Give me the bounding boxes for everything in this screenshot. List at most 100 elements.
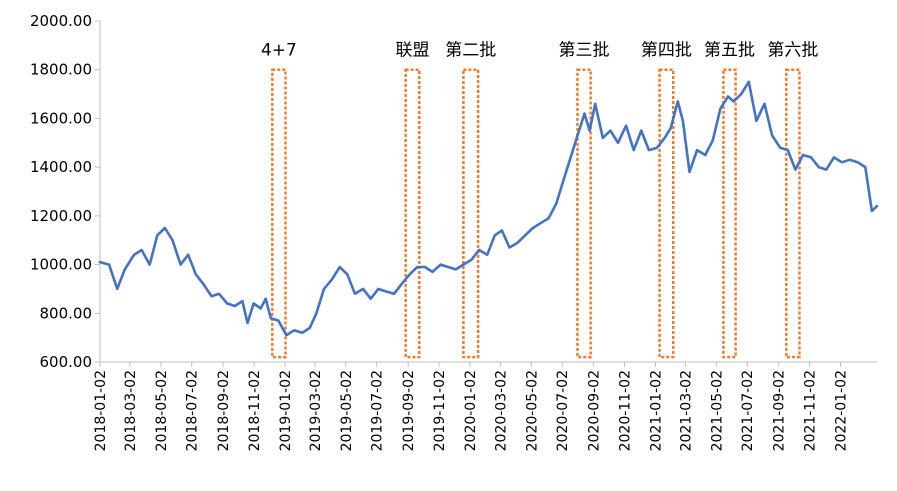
annotation-box [462,68,480,359]
data-point [462,264,464,266]
data-point [779,147,781,149]
data-point [849,159,851,161]
data-point [124,268,126,270]
x-tick-label: 2021-03-02 [678,370,694,451]
x-tick-label: 2021-11-02 [803,370,819,451]
y-tick-label: 1400.00 [30,158,92,176]
data-point [416,266,418,268]
data-point [517,242,519,244]
data-point [763,103,766,105]
data-point [141,249,143,251]
annotation-box [576,68,592,359]
data-point [625,125,627,127]
data-point [99,261,101,263]
data-point [478,249,480,251]
y-tick-label: 1200.00 [30,207,92,225]
data-point [265,298,267,300]
data-point [241,300,243,302]
x-tick-label: 2019-09-02 [401,370,417,451]
data-point [524,234,526,236]
data-point [570,154,573,156]
data-point [234,305,236,307]
x-tick-label: 2020-09-02 [587,370,603,451]
data-point [354,293,356,295]
data-point [871,210,873,212]
data-point [876,205,878,207]
data-point [609,130,612,132]
data-point [682,120,684,122]
data-point [315,312,317,314]
data-point [501,229,503,232]
annotation-label: 第三批 [559,41,610,61]
data-point [555,203,557,205]
data-point [857,161,859,163]
data-point [218,293,220,295]
data-point [594,103,596,105]
data-point [440,264,442,266]
data-point [740,93,742,95]
series-line [98,80,879,337]
y-tick-label: 1800.00 [30,61,92,79]
x-tick-label: 2018-09-02 [216,370,232,451]
data-point [270,317,272,319]
x-tick-label: 2019-05-02 [339,370,355,451]
x-tick-label: 2022-01-02 [834,370,850,451]
x-tick-label: 2021-09-02 [772,370,788,451]
x-tick-label: 2021-07-02 [740,370,756,451]
data-point [108,264,110,266]
data-point [260,307,262,309]
data-point [116,288,118,290]
data-point [339,266,341,268]
data-point [401,283,403,285]
annotation-label: 第四批 [641,41,692,61]
data-point [508,246,511,249]
data-point [794,169,797,171]
data-point [277,320,279,322]
data-point [293,329,295,331]
data-point [656,147,658,149]
data-point [180,264,182,266]
data-point [393,293,395,295]
data-point [470,259,473,261]
y-tick-label: 600.00 [40,353,93,371]
data-point [331,278,333,280]
x-tick-label: 2021-05-02 [709,370,725,451]
data-point [149,264,151,266]
data-point [156,234,158,236]
x-tick-label: 2018-11-02 [247,370,263,451]
x-tick-label: 2020-01-02 [463,370,479,451]
data-point [712,139,714,141]
annotation-boxes [271,68,801,359]
data-point [771,134,773,137]
data-point [424,266,426,268]
annotation-box [404,68,421,359]
data-point [532,227,534,229]
data-point [171,239,174,241]
data-point [195,273,197,275]
data-point [677,100,679,102]
data-point [664,137,666,139]
x-tick-label: 2019-03-02 [308,370,324,451]
data-point [583,113,586,115]
annotation-label: 第五批 [704,41,755,61]
data-point [494,234,496,236]
data-point [346,273,348,275]
data-point [539,222,542,224]
data-point [576,134,579,137]
data-point [748,81,750,83]
data-point [253,302,255,305]
data-point [802,154,804,156]
data-point [447,266,449,268]
data-point [617,142,619,144]
data-point [431,271,434,273]
data-point [733,100,735,102]
annotation-label: 4+7 [261,41,297,61]
data-point [640,130,642,132]
data-point [688,171,691,173]
x-tick-label: 2018-01-02 [93,370,109,451]
data-point [563,178,565,180]
data-point [285,334,288,336]
data-point [704,154,706,156]
data-point [362,288,364,290]
